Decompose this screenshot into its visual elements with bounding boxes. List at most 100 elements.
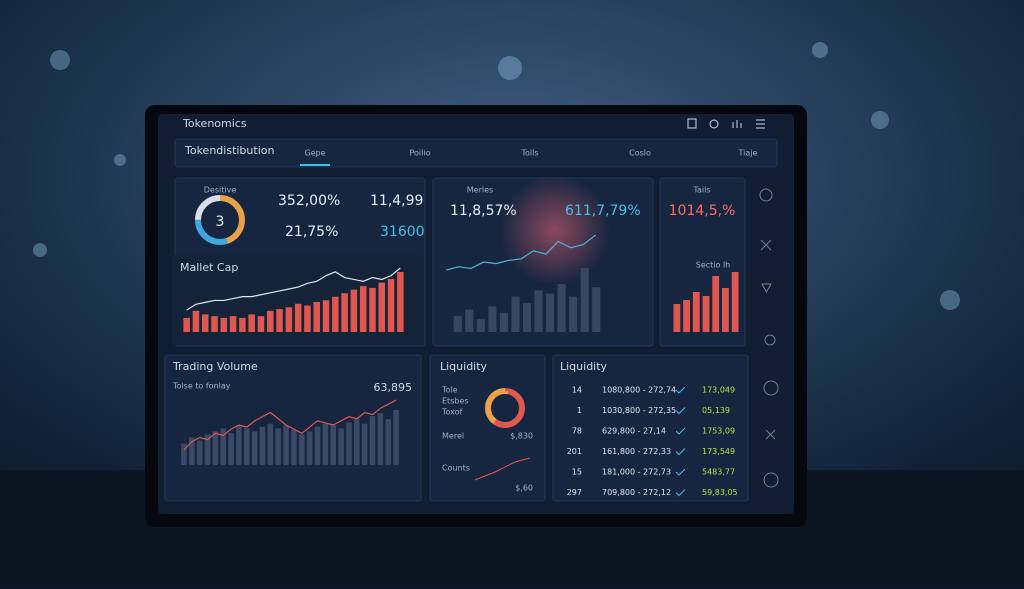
bar (330, 425, 336, 465)
bar (204, 434, 211, 465)
trend-line (474, 457, 531, 481)
bar (291, 429, 297, 465)
liquidity-value: $,60 (515, 484, 533, 493)
bar (299, 434, 305, 465)
nav-tab[interactable]: Coslo (629, 149, 651, 158)
bar (499, 312, 508, 332)
table-cell: 201 (567, 447, 582, 456)
bar (378, 282, 386, 332)
bar (189, 437, 195, 465)
bar (683, 300, 690, 332)
line (446, 234, 597, 271)
bar (453, 316, 462, 332)
bar (283, 425, 289, 465)
stat: 63,895 (374, 381, 413, 394)
bar (220, 317, 228, 332)
bar (722, 288, 729, 332)
nav-tab[interactable]: Gepe (304, 149, 325, 158)
bar (673, 304, 681, 332)
bar (465, 309, 474, 332)
bar (181, 443, 187, 465)
stat: 352,00% (278, 193, 340, 209)
liquidity-title: Liquidity (440, 360, 488, 373)
toolbar-icons (687, 118, 765, 129)
bar (276, 309, 283, 332)
tab-indicator (300, 164, 330, 166)
nav-tab[interactable]: Tolls (520, 149, 538, 158)
bar (304, 305, 311, 332)
check-icon (675, 448, 686, 456)
check-icon (675, 489, 686, 497)
bar (244, 428, 250, 465)
table-cell: 1030,800 - 272,35 (602, 406, 676, 415)
table-cell: 1080,800 - 272,74 (602, 386, 676, 395)
bar (228, 432, 234, 465)
table-cell: 173,049 (702, 386, 735, 395)
bar (192, 310, 200, 332)
bar (511, 296, 520, 332)
bar (557, 284, 566, 332)
bar (359, 286, 367, 332)
bar (369, 416, 376, 465)
liquidity-label: Counts (442, 464, 470, 473)
bar (248, 314, 255, 332)
check-icon (675, 427, 686, 435)
bar (211, 316, 218, 332)
bar (229, 316, 237, 332)
bar (534, 290, 543, 332)
bar (350, 289, 358, 332)
bar (580, 268, 589, 332)
bar (306, 431, 313, 465)
bar (275, 428, 281, 465)
bar (257, 316, 265, 332)
bar (259, 426, 266, 465)
tails-title: Tails (692, 186, 710, 195)
check-icon (675, 386, 686, 394)
stat: 11,8,57% (450, 203, 517, 219)
glow (500, 175, 610, 285)
bar (267, 423, 274, 465)
liquidity-label: Toxof (441, 408, 463, 417)
nav-tab[interactable]: Poilio (410, 149, 431, 158)
bar (313, 302, 320, 332)
donut-segment (195, 195, 245, 245)
stat: 11,4,99 (370, 193, 423, 209)
nav-tab[interactable]: Tiaje (738, 149, 758, 158)
bar (354, 419, 360, 465)
bar (369, 287, 376, 332)
sidebar-icons (759, 188, 779, 488)
bar (712, 276, 720, 332)
trading-volume-title: Trading Volume (172, 360, 258, 373)
table-cell: 14 (572, 386, 582, 395)
liquidity-table-title: Liquidity (560, 360, 608, 373)
bar (236, 425, 242, 465)
table-cell: 173,549 (702, 447, 735, 456)
check-icon (675, 407, 686, 415)
bar (702, 296, 710, 332)
nav-title: Tokendistibution (184, 144, 274, 157)
summary-label: Desitive (204, 186, 237, 195)
liquidity-label: Etsbes (442, 397, 469, 406)
bar (341, 293, 348, 332)
table-cell: 161,800 - 272,33 (602, 447, 671, 456)
bar (476, 319, 485, 332)
table-cell: 05,139 (702, 406, 730, 415)
trading-volume-subtitle: Tolse to fonlay (172, 382, 231, 391)
bar (338, 428, 344, 465)
bar (285, 307, 293, 332)
bar (361, 423, 368, 465)
bar (239, 317, 246, 332)
liquidity-table (552, 354, 749, 502)
bar (294, 303, 302, 332)
bar (377, 413, 384, 465)
bar (346, 422, 352, 465)
bar (385, 419, 391, 465)
donut-segment (195, 195, 245, 245)
tails-note: Sectio lh (696, 261, 731, 270)
donut-label: 3 (216, 214, 225, 230)
bar (212, 431, 219, 465)
stat: 1014,5,% (669, 203, 736, 219)
bar (397, 272, 404, 332)
bar (387, 279, 395, 332)
